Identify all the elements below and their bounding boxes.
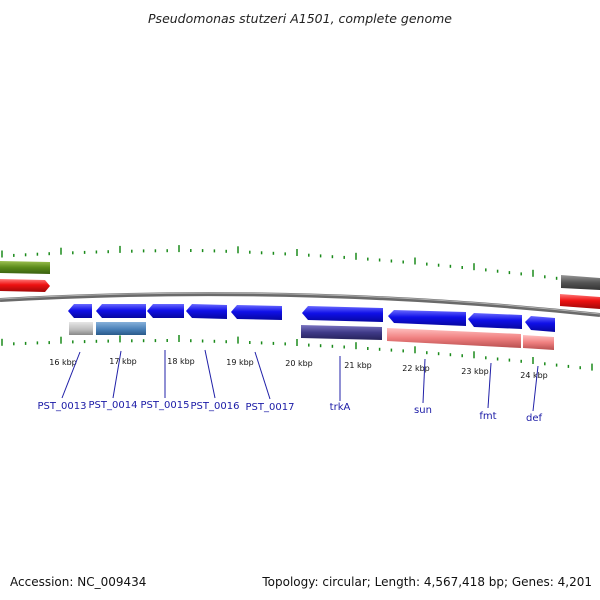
accession-text: Accession: NC_009434 — [10, 575, 146, 589]
inner-tick-ring — [1, 335, 593, 371]
gene-label-fmt[interactable]: fmt — [479, 411, 496, 422]
feature-bar-sun — [387, 328, 521, 348]
gene-leader-lines — [61, 349, 539, 412]
kbp-label-16: 16 kbp — [49, 358, 77, 367]
gene-label-pst-0017[interactable]: PST_0017 — [246, 402, 295, 413]
gene-label-sun[interactable]: sun — [414, 405, 432, 416]
gene-arrow-pst-0016[interactable] — [186, 304, 227, 319]
feature-bar-def — [523, 335, 554, 350]
gene-label-def[interactable]: def — [526, 413, 543, 424]
gene-arrow-pst-0014[interactable] — [96, 304, 146, 318]
red-feature-left — [0, 279, 50, 292]
kbp-label-21: 21 kbp — [344, 361, 372, 370]
genome-backbone-highlight — [0, 292, 600, 315]
gray-feature-right — [561, 275, 600, 290]
leader-line-pst-0013 — [61, 351, 81, 399]
kbp-label-19: 19 kbp — [226, 358, 254, 367]
gene-arrow-pst-0017[interactable] — [231, 305, 282, 320]
gene-arrow-def[interactable] — [525, 316, 555, 332]
gene-label-trka[interactable]: trkA — [330, 402, 351, 413]
gene-arrow-fmt[interactable] — [468, 313, 522, 329]
leader-line-pst-0017 — [254, 351, 271, 400]
kbp-label-22: 22 kbp — [402, 364, 430, 373]
leader-line-sun — [422, 358, 426, 404]
gene-arrow-pst-0013[interactable] — [68, 304, 92, 318]
topology-text: Topology: circular; Length: 4,567,418 bp… — [261, 575, 592, 589]
kbp-label-23: 23 kbp — [461, 367, 489, 376]
feature-bar-pst-0013 — [69, 322, 93, 335]
outer-tick-ring — [1, 245, 593, 285]
feature-bar-pst-0014 — [96, 322, 146, 335]
map-title: Pseudomonas stutzeri A1501, complete gen… — [148, 11, 452, 26]
kbp-label-20: 20 kbp — [285, 359, 313, 368]
gene-arrow-sun[interactable] — [388, 310, 466, 326]
green-feature-left — [0, 261, 50, 274]
leader-line-fmt — [487, 362, 492, 409]
red-feature-right — [560, 294, 600, 309]
feature-bar-trka — [301, 325, 382, 340]
leader-line-def — [532, 365, 539, 412]
kbp-label-18: 18 kbp — [167, 357, 195, 366]
gene-label-pst-0013[interactable]: PST_0013 — [38, 401, 87, 412]
kbp-label-24: 24 kbp — [520, 371, 548, 380]
leader-line-pst-0014 — [112, 350, 122, 399]
gene-arrow-pst-0015[interactable] — [147, 304, 184, 318]
gene-label-pst-0014[interactable]: PST_0014 — [89, 400, 138, 411]
genome-backbone — [0, 292, 600, 317]
gene-label-pst-0016[interactable]: PST_0016 — [191, 401, 240, 412]
kbp-label-17: 17 kbp — [109, 357, 137, 366]
leader-line-pst-0016 — [204, 349, 216, 399]
gene-arrow-trka[interactable] — [302, 306, 383, 322]
gene-label-pst-0015[interactable]: PST_0015 — [141, 400, 190, 411]
